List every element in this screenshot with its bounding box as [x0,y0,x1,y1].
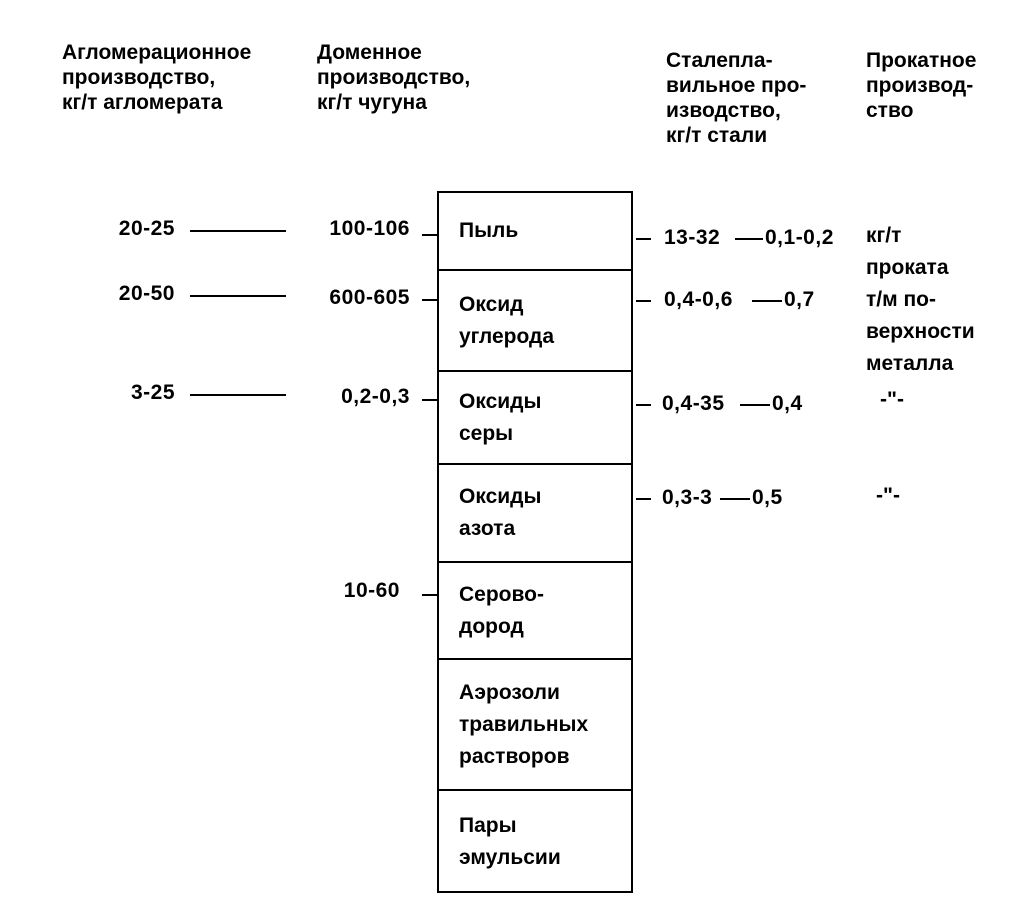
connector [752,300,782,302]
steel-co: 0,4-0,6 [664,288,733,311]
steel-sox: 0,4-35 [662,392,725,415]
header-blast-furnace: Доменное производство, кг/т чугуна [317,41,471,114]
sinter-co: 20-50 [118,282,175,305]
rolling-sox: 0,4 [772,392,803,415]
pollutant-dust: Пыль [439,193,631,271]
connector [636,238,651,240]
pollutant-pickling-aerosols: Аэрозоли травильных растворов [439,660,631,791]
blast-co: 600-605 [329,286,410,309]
connector [636,498,651,500]
connector [190,394,286,396]
connector [735,238,763,240]
ditto-mark: -"- [876,484,900,507]
connector [190,230,286,232]
header-rolling: Прокатное производ- ство [866,49,977,122]
pollutant-carbon-monoxide: Оксид углерода [439,271,631,372]
rolling-nox: 0,5 [752,486,783,509]
pollutant-column: Пыль Оксид углерода Оксиды серы Оксиды а… [437,191,633,893]
connector [422,399,437,401]
connector [422,594,437,596]
rolling-dust: 0,1-0,2 [765,226,834,249]
pollutant-nitrogen-oxides: Оксиды азота [439,465,631,563]
sinter-sox: 3-25 [130,381,175,404]
connector [422,299,437,301]
pollutant-hydrogen-sulfide: Серово- дород [439,563,631,660]
blast-h2s: 10-60 [343,579,400,602]
connector [190,295,286,297]
header-steel: Сталепла- вильное про- изводство, кг/т с… [666,49,807,147]
header-sinter: Агломерационное производство, кг/т аглом… [62,41,252,114]
rolling-unit-label: кг/т проката т/м по- верхности металла [866,224,975,375]
pollutant-emulsion-vapors: Пары эмульсии [459,814,561,869]
ditto-mark: -"- [880,388,904,411]
steel-nox: 0,3-3 [662,486,713,509]
connector [422,234,437,236]
steel-dust: 13-32 [664,226,721,249]
connector [636,404,651,406]
rolling-co: 0,7 [784,288,815,311]
blast-sox: 0,2-0,3 [341,385,410,408]
sinter-dust: 20-25 [118,217,175,240]
pollutant-sulfur-oxides: Оксиды серы [439,372,631,465]
connector [636,300,651,302]
blast-dust: 100-106 [329,217,410,240]
connector [720,498,750,500]
connector [740,404,770,406]
